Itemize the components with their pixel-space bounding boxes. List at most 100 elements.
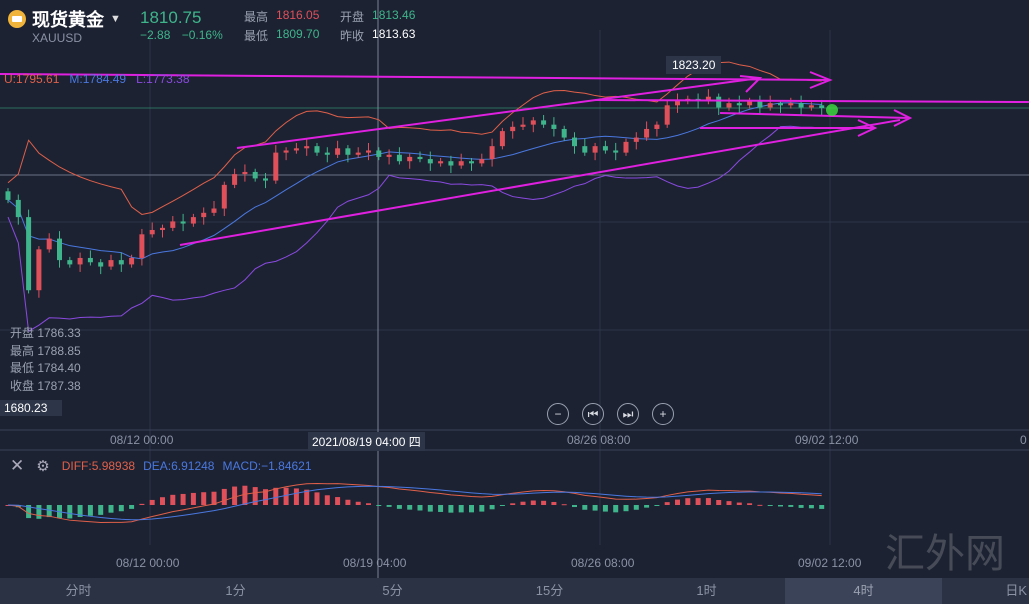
macd-bar bbox=[396, 505, 402, 509]
tab-1min[interactable]: 1分 bbox=[225, 583, 246, 598]
zoom-out-button[interactable]: − bbox=[547, 403, 569, 425]
macd-bar bbox=[108, 505, 114, 513]
macd-bar bbox=[129, 505, 135, 509]
tab-5min[interactable]: 5分 bbox=[382, 583, 403, 598]
macd-bar bbox=[561, 504, 567, 506]
candle bbox=[726, 103, 732, 108]
candle bbox=[15, 199, 21, 218]
macd-bar bbox=[644, 505, 650, 508]
macd-bar bbox=[355, 501, 361, 505]
scroll-left-button[interactable]: ⏮ bbox=[582, 403, 604, 425]
macd-bar bbox=[98, 505, 104, 515]
chart-canvas[interactable] bbox=[0, 0, 1029, 578]
candle bbox=[654, 124, 660, 129]
candle bbox=[304, 146, 310, 149]
xaxis-label: 08/26 08:00 bbox=[567, 433, 631, 447]
macd-xaxis-label: 08/19 04:00 bbox=[343, 556, 407, 570]
candle bbox=[644, 128, 650, 138]
candle bbox=[386, 154, 392, 157]
macd-bar bbox=[726, 501, 732, 505]
candle bbox=[242, 171, 248, 175]
high-value: 1816.05 bbox=[276, 8, 320, 22]
tooltip-open: 开盘 1786.33 bbox=[10, 326, 81, 340]
macd-bar bbox=[685, 498, 691, 505]
peak-price-label: 1823.20 bbox=[666, 56, 722, 74]
macd-bar bbox=[602, 505, 608, 512]
scroll-right-button[interactable]: ⏭ bbox=[617, 403, 639, 425]
candle bbox=[57, 238, 62, 261]
crosshair-price-label: 1680.23 bbox=[0, 400, 62, 416]
bollinger-legend: U:1795.61 M:1784.49 L:1773.38 bbox=[4, 72, 190, 86]
low-label: 最低 bbox=[244, 29, 269, 43]
macd-bar bbox=[118, 505, 124, 512]
macd-bar bbox=[67, 505, 73, 519]
candle bbox=[201, 212, 207, 218]
trendline bbox=[0, 71, 833, 89]
candle bbox=[798, 103, 804, 108]
candle bbox=[67, 260, 73, 265]
settings-gear-icon[interactable]: ⚙ bbox=[36, 458, 50, 475]
candle bbox=[180, 221, 186, 224]
candle bbox=[396, 154, 402, 162]
bb-middle: M:1784.49 bbox=[69, 72, 127, 86]
close-indicator-icon[interactable]: ✕ bbox=[10, 456, 25, 475]
macd-bar bbox=[808, 505, 814, 509]
macd-bar bbox=[530, 500, 536, 505]
candle bbox=[77, 257, 83, 265]
candle bbox=[747, 101, 753, 106]
macd-bar bbox=[417, 505, 423, 511]
tooltip-close: 收盘 1787.38 bbox=[10, 378, 81, 393]
macd-bar bbox=[304, 489, 310, 505]
candle bbox=[592, 146, 598, 153]
macd-bar bbox=[314, 492, 320, 505]
tab-15min[interactable]: 15分 bbox=[535, 583, 564, 598]
candle bbox=[160, 227, 165, 231]
live-price-dot bbox=[826, 104, 838, 116]
candle bbox=[633, 137, 639, 142]
candle bbox=[36, 249, 42, 291]
macd-bar bbox=[170, 494, 176, 505]
zoom-in-button[interactable]: + bbox=[652, 403, 674, 425]
instrument-selector[interactable]: 现货黄金 ▼ bbox=[8, 6, 121, 32]
tooltip-high: 最高 1788.85 bbox=[10, 343, 81, 358]
candle bbox=[675, 101, 680, 106]
bb-upper: U:1795.61 bbox=[4, 72, 60, 86]
change: −2.88 bbox=[140, 28, 171, 42]
macd-bar bbox=[592, 505, 598, 511]
tab-1hour[interactable]: 1时 bbox=[696, 583, 717, 598]
macd-bar bbox=[582, 505, 588, 510]
xaxis-label: 08/12 00:00 bbox=[110, 433, 174, 447]
candle bbox=[469, 161, 474, 164]
candle bbox=[108, 260, 114, 267]
macd-bar bbox=[541, 500, 547, 505]
candle bbox=[438, 161, 444, 164]
low-value: 1809.70 bbox=[276, 27, 320, 41]
macd-bar bbox=[293, 488, 299, 505]
candle bbox=[778, 103, 783, 106]
candle bbox=[788, 103, 794, 106]
macd-bar bbox=[675, 499, 680, 505]
macd-xaxis-label: 08/26 08:00 bbox=[571, 556, 635, 570]
bb-lower: L:1773.38 bbox=[136, 72, 190, 86]
macd-bar bbox=[458, 505, 464, 513]
macd-bar bbox=[149, 499, 155, 505]
macd-bar bbox=[46, 505, 52, 518]
candle bbox=[427, 159, 433, 164]
candle bbox=[705, 96, 711, 102]
macd-bar bbox=[345, 499, 351, 505]
macd-bar bbox=[510, 503, 516, 505]
macd-bar bbox=[139, 503, 145, 505]
tab-daily[interactable]: 日K bbox=[1005, 583, 1027, 598]
candle bbox=[314, 146, 320, 153]
macd-bar bbox=[551, 501, 557, 505]
macd-bar bbox=[767, 505, 773, 506]
macd-bar bbox=[427, 505, 433, 512]
candle bbox=[118, 260, 124, 265]
candle bbox=[232, 174, 238, 185]
candle bbox=[345, 148, 351, 155]
tab-4hour[interactable]: 4时 bbox=[785, 578, 942, 604]
macd-legend: ✕ ⚙ DIFF:5.98938 DEA:6.91248 MACD:−1.846… bbox=[10, 456, 312, 476]
macd-xaxis-label: 08/12 00:00 bbox=[116, 556, 180, 570]
macd-bar bbox=[489, 505, 495, 510]
tab-fenshi[interactable]: 分时 bbox=[65, 583, 92, 598]
